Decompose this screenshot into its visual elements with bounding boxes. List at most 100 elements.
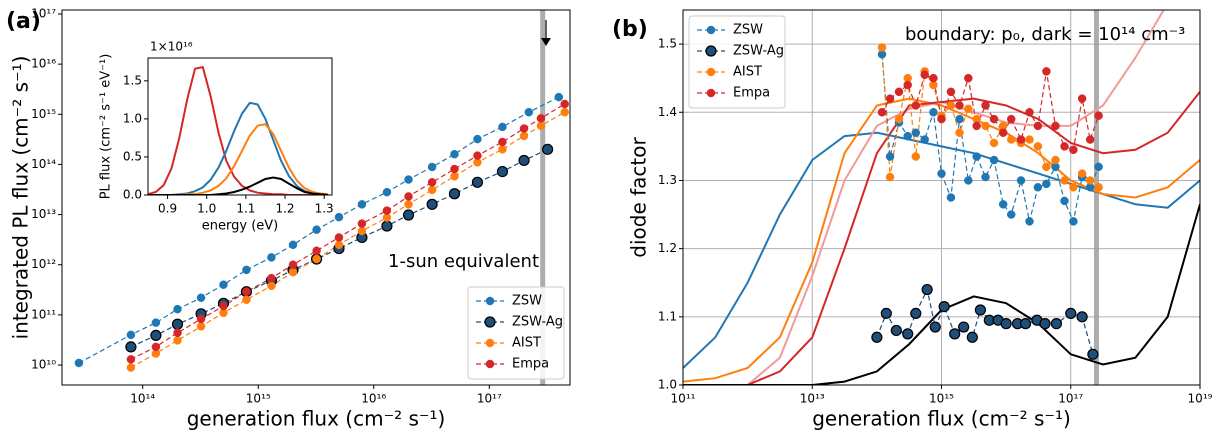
data-point: [381, 220, 393, 232]
data-point: [946, 193, 956, 202]
data-point: [989, 155, 999, 165]
data-point: [1016, 135, 1026, 144]
series-line: [683, 131, 1200, 369]
data-point: [966, 331, 978, 343]
data-point: [1025, 217, 1034, 226]
x-tick-label: 0.9: [158, 202, 177, 216]
data-point: [427, 162, 437, 172]
data-point: [946, 101, 956, 110]
data-point: [911, 128, 921, 137]
data-point: [473, 151, 482, 160]
data-point: [955, 114, 964, 124]
data-point: [196, 322, 206, 331]
x-tick-label: 1.2: [275, 202, 294, 216]
data-point: [1069, 145, 1078, 155]
data-point: [560, 107, 569, 117]
data-point: [949, 328, 961, 340]
data-point: [974, 304, 987, 316]
x-axis-label: generation flux (cm⁻² s⁻¹): [812, 407, 1071, 431]
y-tick-label: 0.0: [123, 188, 142, 202]
data-point: [357, 219, 367, 228]
legend-box: [467, 286, 565, 380]
data-point: [885, 94, 895, 103]
data-point: [382, 187, 392, 197]
data-point: [1050, 318, 1063, 330]
data-point: [312, 225, 321, 234]
data-point: [450, 164, 459, 174]
data-point: [74, 358, 84, 368]
data-point: [937, 114, 946, 124]
data-point: [1085, 135, 1095, 144]
data-point: [519, 124, 529, 133]
data-point: [1033, 183, 1043, 192]
data-point: [1094, 111, 1103, 120]
data-point: [1033, 142, 1043, 151]
y-tick-label: 0.5: [123, 149, 142, 163]
data-point: [1025, 135, 1034, 144]
legend-label: AIST: [733, 65, 762, 80]
data-point: [427, 185, 437, 195]
data-point: [554, 92, 564, 102]
legend-marker: [485, 359, 495, 369]
series-line: [130, 111, 565, 369]
data-point: [972, 121, 981, 131]
legend-label: ZSW-Ag: [512, 315, 563, 330]
data-point: [1069, 183, 1078, 192]
data-point: [427, 178, 437, 187]
data-point: [1060, 196, 1069, 206]
x-axis-label: energy (eV): [202, 219, 278, 234]
data-point: [448, 188, 461, 200]
data-point: [1042, 67, 1051, 76]
data-point: [267, 281, 276, 291]
legend-label: ZSW: [512, 294, 542, 309]
data-point: [937, 169, 946, 178]
data-point: [1006, 135, 1016, 144]
x-tick-label: 10¹⁹: [1188, 392, 1213, 406]
y-tick-label: 10¹⁴: [31, 157, 56, 171]
y-tick-label: 1.5: [123, 73, 142, 87]
series-line: [683, 97, 1200, 383]
axes-frame: [682, 9, 1201, 386]
series-line: [148, 123, 329, 195]
data-point: [972, 152, 981, 161]
x-tick-label: 1.3: [315, 202, 334, 216]
data-point: [382, 206, 392, 215]
data-point: [404, 192, 413, 201]
y-tick-label: 1.0: [123, 111, 142, 125]
series-line: [78, 96, 560, 364]
data-point: [885, 172, 895, 182]
data-point: [920, 135, 929, 144]
legend-marker: [485, 296, 495, 306]
x-tick-label: 10¹⁷: [1058, 392, 1083, 406]
x-tick-label: 1.0: [197, 202, 216, 216]
data-point: [1019, 318, 1032, 330]
x-tick-label: 10¹¹: [671, 392, 696, 406]
data-point: [981, 101, 990, 110]
data-point: [173, 336, 182, 345]
inset: 0.9 1.0 1.1 1.2 1.3 0.0 0.5 1.0 1.5 energy (eV) PL…: [99, 40, 334, 234]
y-tick-label: 10¹²: [31, 257, 56, 271]
data-point: [219, 280, 228, 289]
data-point: [964, 73, 973, 83]
data-point: [1060, 142, 1069, 151]
data-point: [242, 287, 251, 296]
data-point: [938, 300, 950, 313]
data-point: [1087, 348, 1099, 360]
data-point: [151, 342, 161, 352]
panel-label: (a): [6, 9, 41, 34]
data-point: [955, 128, 964, 137]
data-point: [498, 145, 507, 154]
y-axis-label: PL flux (cm⁻² s⁻¹ eV⁻¹): [99, 54, 114, 200]
data-point: [242, 265, 251, 275]
y-tick-label: 1.4: [658, 105, 677, 119]
data-point: [964, 104, 973, 114]
x-tick-label: 10¹⁶: [361, 392, 386, 406]
data-point: [964, 176, 973, 185]
x-tick-label: 10¹⁴: [130, 392, 155, 406]
data-point: [894, 87, 904, 97]
data-point: [519, 131, 529, 141]
panel: 10¹¹ 10¹³ 10¹⁵ 10¹⁷ 10¹⁹ 1.0 1.1 1.2 1.3 1.4 1.5 ge…: [612, 9, 1213, 431]
data-point: [404, 200, 413, 209]
data-point: [981, 172, 990, 182]
